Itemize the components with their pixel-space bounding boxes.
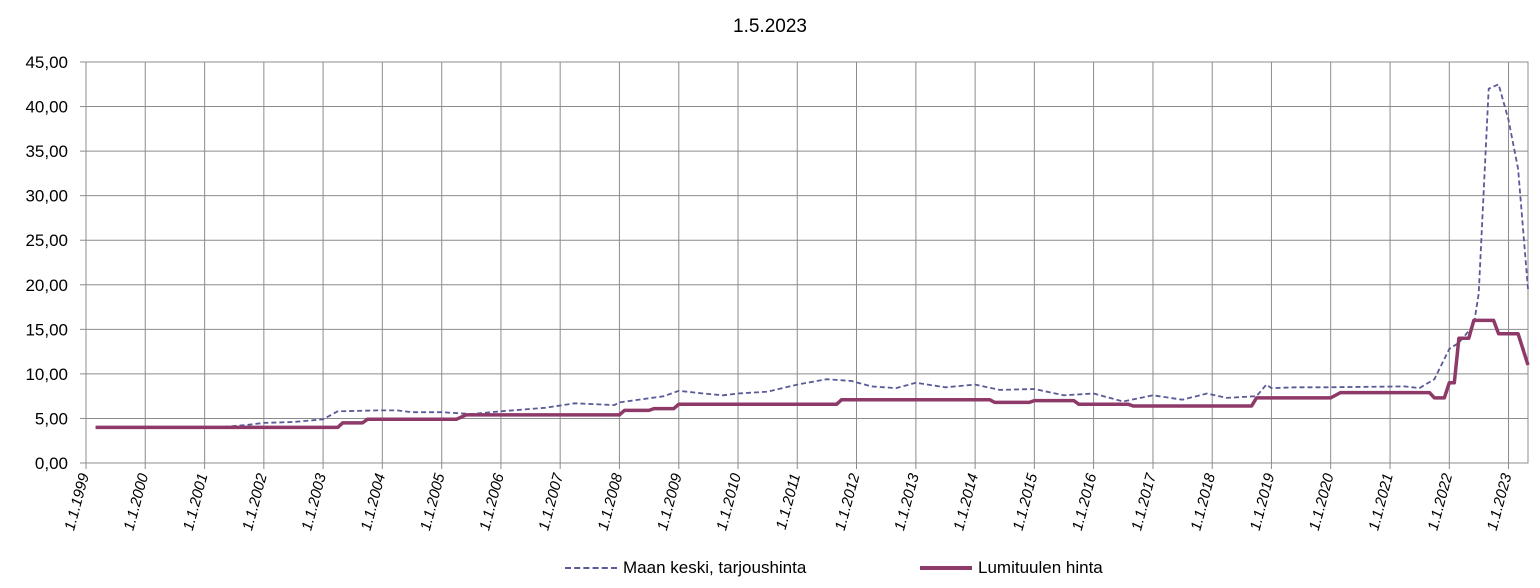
x-tick-label: 1.1.2002 xyxy=(239,471,271,532)
plot-area-border xyxy=(85,61,1529,464)
x-tick-label: 1.1.2022 xyxy=(1425,471,1457,532)
x-tick-label: 1.1.1999 xyxy=(61,471,93,532)
legend-label-series-1: Maan keski, tarjoushinta xyxy=(623,558,807,577)
x-tick-label: 1.1.2020 xyxy=(1306,471,1338,532)
y-tick-label: 0,00 xyxy=(35,454,68,473)
x-tick-label: 1.1.2021 xyxy=(1365,472,1397,533)
y-tick-label: 15,00 xyxy=(25,320,68,339)
x-tick-label: 1.1.2009 xyxy=(654,471,686,532)
x-tick-label: 1.1.2000 xyxy=(121,471,153,532)
x-tick-label: 1.1.2007 xyxy=(536,471,568,532)
x-tick-label: 1.1.2019 xyxy=(1247,471,1279,532)
x-tick-label: 1.1.2008 xyxy=(595,471,627,532)
x-tick-label: 1.1.2023 xyxy=(1484,471,1516,532)
legend-swatch-solid xyxy=(920,566,972,570)
series-line-1 xyxy=(95,83,1529,429)
y-tick-label: 25,00 xyxy=(25,231,68,250)
x-tick-label: 1.1.2012 xyxy=(832,471,864,532)
line-chart: 0,00 5,00 10,00 15,00 20,00 25,00 30,00 35,00 40… xyxy=(25,53,1530,533)
y-tick-label: 40,00 xyxy=(25,98,68,117)
y-tick-label: 5,00 xyxy=(35,409,68,428)
y-tick-label: 10,00 xyxy=(25,365,68,384)
x-tick-label: 1.1.2016 xyxy=(1069,471,1101,532)
legend-swatch-dashed xyxy=(565,567,617,569)
y-tick-label: 45,00 xyxy=(25,53,68,72)
series-line-2 xyxy=(95,318,1530,430)
x-tick-label: 1.1.2003 xyxy=(298,471,330,532)
legend: Maan keski, tarjoushinta Lumituulen hint… xyxy=(0,558,1540,584)
x-tick-label: 1.1.2005 xyxy=(417,471,449,532)
y-tick-label: 20,00 xyxy=(25,276,68,295)
y-tick-label: 30,00 xyxy=(25,187,68,206)
x-tick-label: 1.1.2001 xyxy=(180,472,212,533)
x-tick-label: 1.1.2010 xyxy=(713,471,745,532)
legend-item-series-1: Maan keski, tarjoushinta xyxy=(565,558,806,578)
legend-label-series-2: Lumituulen hinta xyxy=(978,558,1103,577)
x-tick-label: 1.1.2004 xyxy=(358,472,390,533)
chart-title: 1.5.2023 xyxy=(733,16,807,37)
x-tick-label: 1.1.2015 xyxy=(1010,471,1042,532)
x-tick-label: 1.1.2013 xyxy=(891,471,923,532)
legend-item-series-2: Lumituulen hinta xyxy=(920,558,1103,578)
y-tick-label: 35,00 xyxy=(25,142,68,161)
x-tick-label: 1.1.2006 xyxy=(476,471,508,532)
x-tick-label: 1.1.2018 xyxy=(1188,471,1220,532)
x-tick-label: 1.1.2014 xyxy=(950,472,982,533)
x-tick-label: 1.1.2011 xyxy=(773,472,804,532)
x-tick-label: 1.1.2017 xyxy=(1128,471,1160,532)
